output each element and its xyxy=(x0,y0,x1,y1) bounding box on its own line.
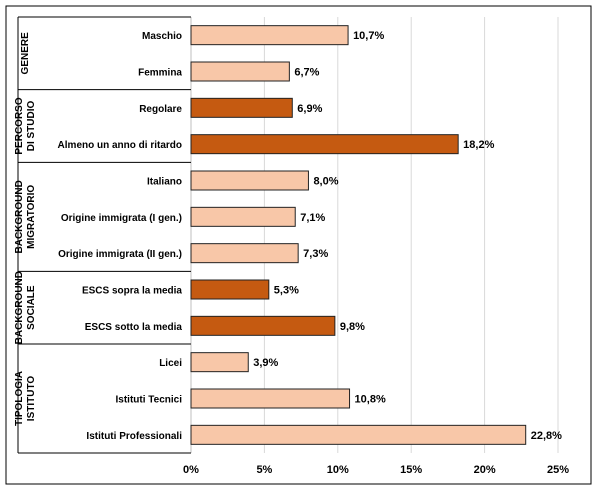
data-label: 9,8% xyxy=(340,321,365,333)
data-label: 18,2% xyxy=(463,139,494,151)
group-label-line: BACKGROUND xyxy=(14,271,25,344)
category-label: Istituti Tecnici xyxy=(116,395,183,406)
data-label: 7,1% xyxy=(300,212,325,224)
x-tick-label: 10% xyxy=(327,464,349,476)
category-label: Origine immigrata (I gen.) xyxy=(61,213,182,224)
category-label: Istituti Professionali xyxy=(86,431,182,442)
x-tick-label: 5% xyxy=(256,464,272,476)
data-label: 10,8% xyxy=(355,394,386,406)
group-label-line: BACKGROUND xyxy=(14,180,25,253)
group-label-line: PERCORSO xyxy=(14,97,25,154)
data-label: 5,3% xyxy=(274,285,299,297)
category-label: Regolare xyxy=(139,104,182,115)
x-tick-label: 25% xyxy=(547,464,569,476)
bar xyxy=(190,25,349,46)
x-tick-label: 15% xyxy=(400,464,422,476)
group-label-line: ISTITUTO xyxy=(26,376,37,422)
label-layer: 0% 5% 10% 15% 20% 25% 10,7% Maschio 6,7% Femmina G… xyxy=(14,30,569,476)
data-label: 6,9% xyxy=(297,103,322,115)
category-label: Femmina xyxy=(138,68,182,79)
category-label: Italiano xyxy=(147,177,182,188)
category-label: Maschio xyxy=(142,31,182,42)
group-label: TIPOLOGIAISTITUTO xyxy=(14,371,37,426)
group-label: BACKGROUNDMIGRATORIO xyxy=(14,180,37,253)
group-label-line: MIGRATORIO xyxy=(26,185,37,249)
data-label: 6,7% xyxy=(294,67,319,79)
grid-layer xyxy=(5,5,592,485)
bar xyxy=(190,424,527,445)
bar xyxy=(190,315,336,336)
data-label: 7,3% xyxy=(303,248,328,260)
bar xyxy=(190,352,249,373)
group-label: BACKGROUNDSOCIALE xyxy=(14,271,37,344)
group-label-line: TIPOLOGIA xyxy=(14,371,25,426)
group-label: PERCORSODI STUDIO xyxy=(14,97,37,154)
category-label: ESCS sopra la media xyxy=(82,286,182,297)
data-label: 10,7% xyxy=(353,30,384,42)
bar xyxy=(190,388,351,409)
bar xyxy=(190,279,270,300)
data-label: 3,9% xyxy=(253,357,278,369)
category-label: Licei xyxy=(159,358,182,369)
group-label-line: SOCIALE xyxy=(26,285,37,330)
category-label: Origine immigrata (II gen.) xyxy=(58,249,182,260)
bar xyxy=(190,61,290,82)
x-tick-label: 20% xyxy=(474,464,496,476)
bar xyxy=(190,134,459,155)
chart-frame xyxy=(5,5,592,485)
bar xyxy=(190,97,293,118)
bar-layer xyxy=(190,25,527,445)
bar xyxy=(190,170,309,191)
category-label: ESCS sotto la media xyxy=(85,322,183,333)
category-label: Almeno un anno di ritardo xyxy=(58,140,182,151)
group-label-line: DI STUDIO xyxy=(26,101,37,152)
group-label-line: GENERE xyxy=(20,32,31,75)
bar xyxy=(190,243,299,264)
group-label: GENERE xyxy=(20,32,31,75)
data-label: 22,8% xyxy=(531,430,562,442)
bar xyxy=(190,206,296,227)
x-tick-label: 0% xyxy=(183,464,199,476)
data-label: 8,0% xyxy=(313,176,338,188)
